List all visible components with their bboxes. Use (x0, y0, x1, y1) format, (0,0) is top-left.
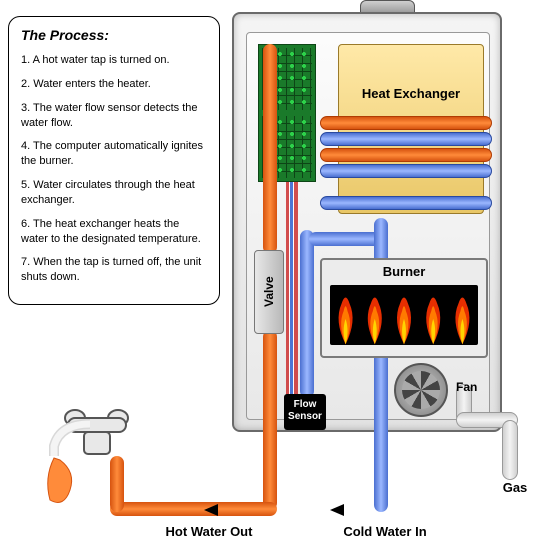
cold-coil (320, 196, 492, 210)
cold-pipe (300, 230, 314, 398)
flame-area (330, 285, 478, 345)
flow-arrow-icon (204, 504, 218, 516)
flow-sensor-label-1: Flow (294, 399, 317, 410)
gas-label: Gas (490, 480, 540, 495)
faucet-icon (20, 396, 170, 506)
hot-coil (320, 116, 492, 130)
fan-icon (394, 363, 448, 417)
process-step: 1. A hot water tap is turned on. (21, 53, 207, 68)
fan-label: Fan (456, 380, 477, 394)
hot-water-out-label: Hot Water Out (144, 524, 274, 539)
flow-sensor: Flow Sensor (284, 394, 326, 430)
process-step: 6. The heat exchanger heats the water to… (21, 217, 207, 247)
process-step: 5. Water circulates through the heat exc… (21, 178, 207, 208)
cold-coil (320, 132, 492, 146)
process-step: 3. The water flow sensor detects the wat… (21, 101, 207, 131)
flames-icon (330, 285, 478, 345)
hot-pipe (263, 44, 277, 254)
process-title: The Process: (21, 27, 207, 43)
cold-coil (320, 164, 492, 178)
valve-label: Valve (254, 250, 284, 334)
flow-sensor-label-2: Sensor (288, 411, 322, 422)
process-step: 2. Water enters the heater. (21, 77, 207, 92)
burner: Burner (320, 258, 488, 358)
hot-coil (320, 148, 492, 162)
process-step: 7. When the tap is turned off, the unit … (21, 255, 207, 285)
process-step: 4. The computer automatically ignites th… (21, 139, 207, 169)
process-box: The Process: 1. A hot water tap is turne… (8, 16, 220, 305)
heat-exchanger-label: Heat Exchanger (338, 86, 484, 101)
burner-label: Burner (322, 260, 486, 283)
hot-pipe (263, 330, 277, 510)
gas-pipe (502, 420, 518, 480)
flow-arrow-icon (330, 504, 344, 516)
sensor-wires (286, 182, 298, 396)
cold-water-in-label: Cold Water In (320, 524, 450, 539)
